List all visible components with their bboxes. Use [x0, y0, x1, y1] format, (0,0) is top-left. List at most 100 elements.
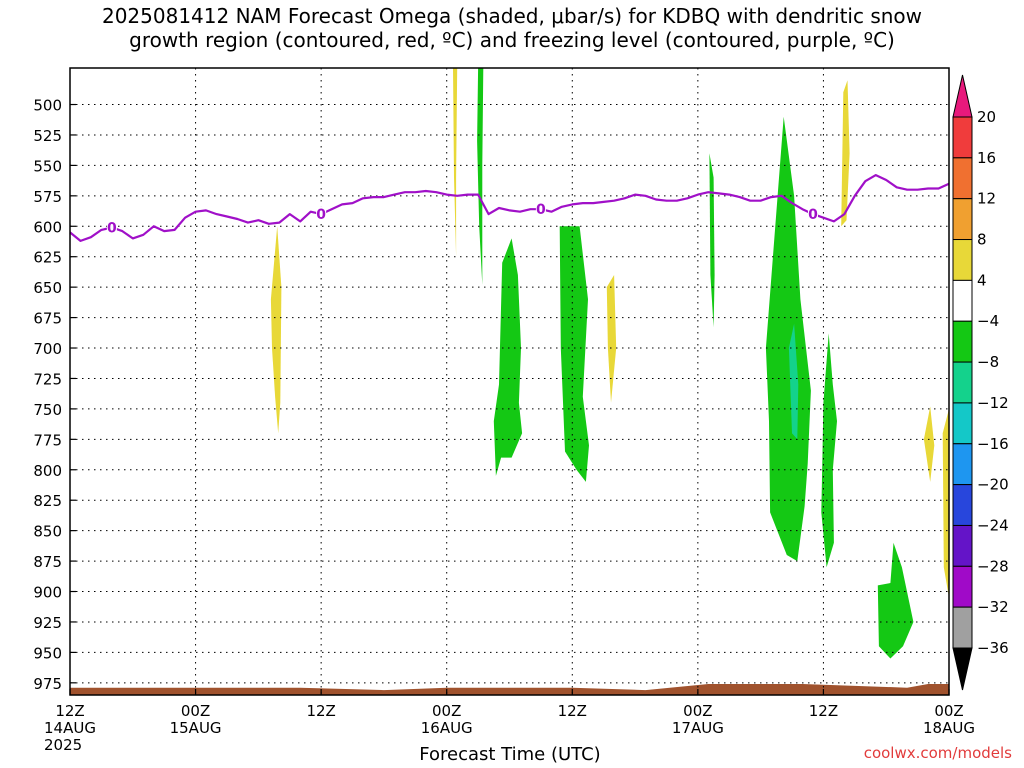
omega-region	[606, 275, 617, 403]
freezing-level-label-bg	[807, 206, 818, 221]
colorbar-label: −32	[977, 598, 1009, 616]
colorbar: 20 16 12 8 4 −4 −8 −12 −16 −20 −24 −28 −32 −36	[952, 74, 1009, 691]
x-tick-label: 15AUG	[170, 719, 222, 737]
colorbar-box	[952, 361, 973, 404]
y-tick-label: 650	[33, 279, 62, 297]
y-tick-label: 875	[33, 553, 62, 571]
y-tick-label: 725	[33, 370, 62, 388]
omega-region	[923, 406, 935, 482]
y-tick-label: 625	[33, 249, 62, 267]
x-tick-label: 00Z	[683, 702, 712, 720]
y-tick-label: 575	[33, 188, 62, 206]
omega-region	[788, 323, 799, 440]
terrain-layer	[70, 684, 949, 695]
site-credit: coolwx.com/models	[863, 744, 1012, 762]
omega-region	[877, 542, 914, 659]
colorbar-label: −12	[977, 394, 1009, 412]
colorbar-label: 16	[977, 149, 996, 167]
colorbar-label: −28	[977, 557, 1009, 575]
y-tick-label: 550	[33, 157, 62, 175]
colorbar-box	[952, 524, 973, 567]
colorbar-top-triangle	[952, 74, 973, 118]
colorbar-label: −16	[977, 435, 1009, 453]
colorbar-label: 4	[977, 271, 987, 289]
colorbar-box	[952, 320, 973, 363]
omega-region	[453, 68, 458, 257]
colorbar-bottom-triangle	[952, 647, 973, 691]
chart-title: 2025081412 NAM Forecast Omega (shaded, μ…	[0, 4, 1024, 52]
y-tick-label: 675	[33, 310, 62, 328]
freezing-level-label-bg	[316, 206, 327, 221]
y-tick-label: 500	[33, 97, 62, 115]
terrain-fill	[70, 684, 949, 695]
y-tick-label: 975	[33, 675, 62, 693]
omega-region	[270, 226, 282, 434]
freezing-level-label-bg	[535, 201, 546, 216]
colorbar-box	[952, 606, 973, 649]
omega-region	[841, 80, 850, 227]
x-axis-label: Forecast Time (UTC)	[419, 744, 601, 765]
omega-region	[709, 153, 715, 328]
y-tick-label: 775	[33, 431, 62, 449]
y-tick-label: 950	[33, 644, 62, 662]
colorbar-box	[952, 279, 973, 322]
omega-region	[765, 116, 811, 562]
x-tick-label: 00Z	[934, 702, 963, 720]
omega-region	[942, 408, 949, 598]
x-tick-label: 12Z	[558, 702, 587, 720]
x-tick-label: 14AUG	[44, 719, 96, 737]
chart-title-line: growth region (contoured, red, ºC) and f…	[129, 28, 895, 52]
x-tick-label: 16AUG	[421, 719, 473, 737]
freezing-level-label: 0	[536, 202, 546, 218]
chart-title-line: 2025081412 NAM Forecast Omega (shaded, μ…	[101, 4, 923, 28]
freezing-level-label: 0	[316, 207, 326, 223]
colorbar-box	[952, 116, 973, 159]
colorbar-label: −4	[977, 312, 999, 330]
gridlines	[69, 68, 950, 695]
y-tick-label: 600	[33, 218, 62, 236]
colorbar-label: −36	[977, 639, 1009, 657]
colorbar-box	[952, 443, 973, 486]
x-tick-label: 2025	[44, 736, 82, 754]
colorbar-box	[952, 239, 973, 281]
colorbar-box	[952, 484, 973, 526]
y-tick-label: 850	[33, 523, 62, 541]
freezing-level-label-bg	[106, 219, 117, 234]
freezing-level-label: 0	[107, 220, 117, 236]
y-tick-label: 700	[33, 340, 62, 358]
omega-region	[493, 238, 523, 476]
x-tick-label: 12Z	[55, 702, 84, 720]
y-tick-label: 525	[33, 127, 62, 145]
freezing-level-line	[69, 174, 950, 242]
y-axis-ticks: 500 525 550 575 600 625 650 675 700 725 750 775 800 8…	[33, 97, 76, 693]
y-tick-label: 800	[33, 462, 62, 480]
x-tick-label: 18AUG	[923, 719, 975, 737]
y-tick-label: 825	[33, 492, 62, 510]
freezing-level-label: 0	[808, 207, 818, 223]
freezing-level-layer: 0 0 0 0	[69, 174, 950, 242]
colorbar-box	[952, 198, 973, 241]
colorbar-label: 8	[977, 231, 987, 249]
x-tick-label: 12Z	[306, 702, 335, 720]
colorbar-box	[952, 402, 973, 445]
x-tick-label: 12Z	[809, 702, 838, 720]
colorbar-label: −24	[977, 516, 1009, 534]
colorbar-label: 20	[977, 108, 996, 126]
colorbar-label: 12	[977, 190, 996, 208]
colorbar-box	[952, 565, 973, 608]
colorbar-label: −8	[977, 353, 999, 371]
omega-region	[821, 333, 837, 568]
plot-frame	[69, 67, 950, 696]
x-tick-label: 00Z	[181, 702, 210, 720]
colorbar-box	[952, 157, 973, 200]
y-tick-label: 925	[33, 614, 62, 632]
y-tick-label: 900	[33, 584, 62, 602]
y-tick-label: 750	[33, 401, 62, 419]
x-tick-label: 00Z	[432, 702, 461, 720]
colorbar-label: −20	[977, 476, 1009, 494]
omega-region	[477, 68, 484, 285]
x-tick-label: 17AUG	[672, 719, 724, 737]
omega-region	[559, 226, 589, 482]
